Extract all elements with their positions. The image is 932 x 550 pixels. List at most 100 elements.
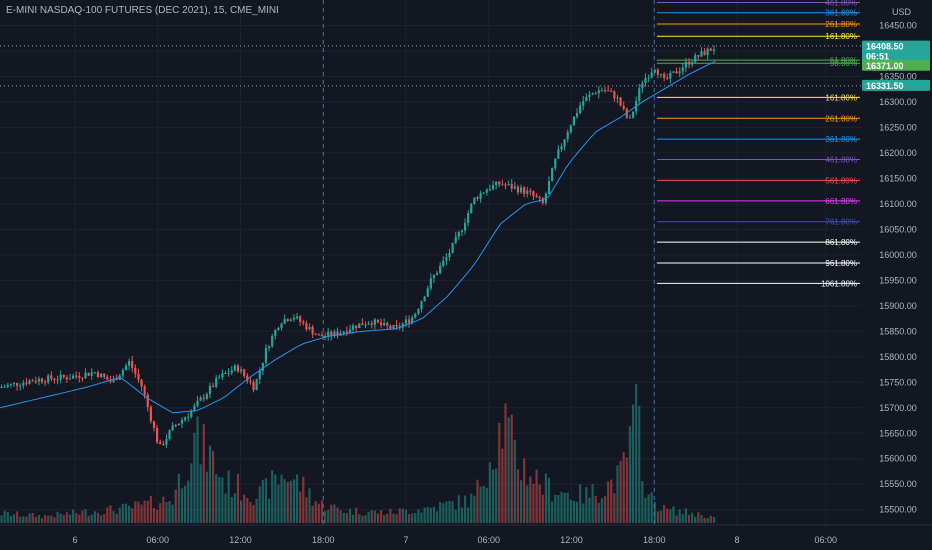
candle-body[interactable] — [128, 360, 131, 366]
candle-body[interactable] — [280, 323, 283, 329]
candle-body[interactable] — [663, 73, 666, 78]
candle-body[interactable] — [65, 377, 68, 380]
candle-body[interactable] — [473, 197, 476, 204]
candle-body[interactable] — [72, 375, 75, 379]
candle-body[interactable] — [152, 421, 156, 428]
candle-body[interactable] — [669, 72, 672, 79]
candle-body[interactable] — [274, 330, 277, 336]
candle-body[interactable] — [162, 444, 165, 446]
candle-body[interactable] — [364, 324, 367, 326]
candle-body[interactable] — [488, 189, 492, 191]
candle-body[interactable] — [308, 326, 311, 330]
candle-body[interactable] — [407, 319, 411, 323]
candle-body[interactable] — [131, 360, 134, 368]
candle-body[interactable] — [40, 378, 44, 382]
candle-body[interactable] — [557, 149, 560, 159]
candle-body[interactable] — [211, 385, 215, 387]
candle-body[interactable] — [644, 77, 647, 84]
candle-body[interactable] — [320, 334, 324, 337]
candle-body[interactable] — [529, 190, 532, 192]
candle-body[interactable] — [246, 375, 249, 381]
candle-body[interactable] — [703, 51, 706, 55]
candle-body[interactable] — [404, 319, 408, 324]
candle-body[interactable] — [588, 94, 591, 97]
candle-body[interactable] — [361, 323, 364, 326]
candle-body[interactable] — [218, 377, 221, 379]
candle-body[interactable] — [379, 322, 383, 326]
candle-body[interactable] — [613, 91, 616, 99]
candle-body[interactable] — [96, 372, 100, 378]
candle-body[interactable] — [190, 410, 193, 417]
candle-body[interactable] — [451, 242, 454, 254]
candle-body[interactable] — [103, 373, 106, 377]
candle-body[interactable] — [398, 326, 401, 328]
candle-body[interactable] — [84, 372, 87, 378]
candle-body[interactable] — [196, 400, 199, 406]
candle-body[interactable] — [19, 385, 22, 387]
candle-body[interactable] — [6, 385, 9, 387]
candle-body[interactable] — [694, 55, 697, 63]
candle-body[interactable] — [261, 362, 264, 371]
candle-body[interactable] — [429, 278, 432, 289]
candle-body[interactable] — [90, 372, 93, 376]
candle-body[interactable] — [202, 397, 205, 399]
candle-body[interactable] — [687, 61, 691, 65]
candle-body[interactable] — [383, 322, 386, 326]
candle-body[interactable] — [501, 184, 504, 186]
candle-body[interactable] — [541, 198, 544, 203]
candle-body[interactable] — [423, 296, 426, 302]
candle-body[interactable] — [485, 189, 488, 193]
candle-body[interactable] — [28, 380, 31, 384]
candle-body[interactable] — [712, 49, 715, 51]
currency-label[interactable]: USD — [892, 7, 912, 17]
candle-body[interactable] — [516, 186, 520, 193]
candle-body[interactable] — [666, 77, 669, 79]
candle-body[interactable] — [566, 132, 569, 140]
candle-body[interactable] — [3, 386, 6, 388]
candle-body[interactable] — [594, 93, 597, 95]
candle-body[interactable] — [34, 381, 37, 383]
candle-body[interactable] — [267, 346, 271, 349]
candle-body[interactable] — [171, 425, 174, 431]
candle-body[interactable] — [523, 187, 526, 194]
candle-body[interactable] — [597, 90, 600, 94]
candle-body[interactable] — [678, 71, 681, 74]
candle-body[interactable] — [165, 438, 168, 445]
candle-body[interactable] — [299, 316, 302, 322]
candle-body[interactable] — [445, 257, 448, 261]
candle-body[interactable] — [286, 319, 289, 322]
candle-body[interactable] — [0, 387, 3, 389]
candle-body[interactable] — [143, 386, 146, 395]
candle-body[interactable] — [221, 373, 224, 378]
candle-body[interactable] — [426, 288, 429, 297]
candle-body[interactable] — [358, 323, 361, 329]
candle-body[interactable] — [333, 331, 336, 336]
candle-body[interactable] — [124, 365, 128, 370]
candle-body[interactable] — [249, 380, 252, 383]
candle-body[interactable] — [56, 379, 59, 381]
candle-body[interactable] — [355, 325, 358, 329]
candle-body[interactable] — [491, 185, 495, 190]
candle-body[interactable] — [575, 113, 579, 117]
candle-body[interactable] — [622, 105, 625, 109]
candle-body[interactable] — [395, 324, 398, 327]
candle-body[interactable] — [37, 378, 40, 382]
candle-body[interactable] — [448, 253, 451, 258]
candle-body[interactable] — [146, 394, 149, 407]
candle-body[interactable] — [168, 430, 171, 439]
candle-body[interactable] — [579, 105, 582, 114]
candle-body[interactable] — [460, 230, 464, 232]
candle-body[interactable] — [351, 325, 355, 330]
candle-body[interactable] — [62, 374, 65, 378]
candle-body[interactable] — [697, 55, 700, 57]
candle-body[interactable] — [411, 317, 414, 323]
candle-body[interactable] — [292, 318, 296, 320]
candle-body[interactable] — [31, 380, 34, 382]
candle-body[interactable] — [585, 96, 588, 101]
candle-body[interactable] — [134, 367, 137, 374]
candle-body[interactable] — [50, 375, 53, 379]
candle-body[interactable] — [526, 190, 529, 194]
candle-body[interactable] — [641, 83, 644, 89]
candle-body[interactable] — [519, 187, 523, 193]
